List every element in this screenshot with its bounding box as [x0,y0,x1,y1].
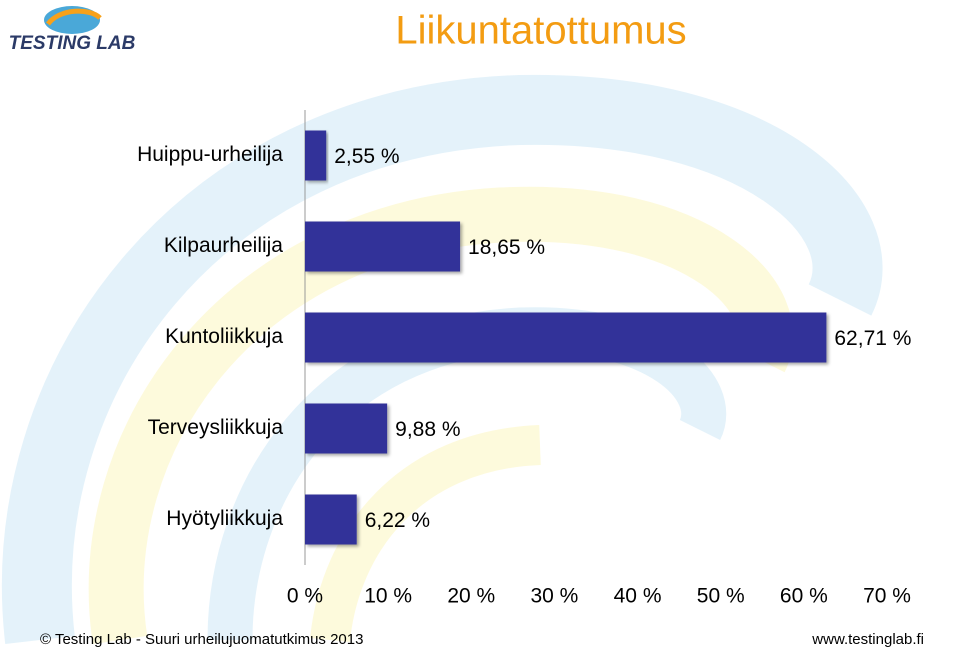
bar [305,130,327,181]
y-tick-label: Kuntoliikkuja [165,325,283,348]
bar [305,403,388,454]
x-tick-label: 20 % [447,585,495,608]
background-swirl [1,74,883,645]
value-label: 2,55 % [334,145,399,168]
value-label: 9,88 % [395,418,460,441]
bar [305,312,827,363]
bar [305,494,357,545]
bar [305,221,461,272]
y-tick-label: Terveysliikkuja [148,416,284,439]
y-tick-label: Hyötyliikkuja [166,507,283,530]
logo: TESTING LAB [9,6,136,54]
x-tick-label: 60 % [780,585,828,608]
x-tick-label: 50 % [697,585,745,608]
x-tick-label: 0 % [287,585,323,608]
x-tick-label: 10 % [364,585,412,608]
logo-text: TESTING LAB [9,33,136,54]
y-tick-label: Kilpaurheilija [164,234,283,257]
value-label: 6,22 % [365,509,430,532]
value-label: 18,65 % [468,236,545,259]
x-tick-label: 40 % [614,585,662,608]
x-tick-label: 70 % [863,585,911,608]
chart-title: Liikuntatottumus [395,9,686,53]
footer-right: www.testinglab.fi [811,631,924,648]
value-label: 62,71 % [834,327,911,350]
footer-left: © Testing Lab - Suuri urheilujuomatutkim… [40,631,363,648]
x-tick-label: 30 % [530,585,578,608]
y-tick-label: Huippu-urheilija [137,143,283,166]
